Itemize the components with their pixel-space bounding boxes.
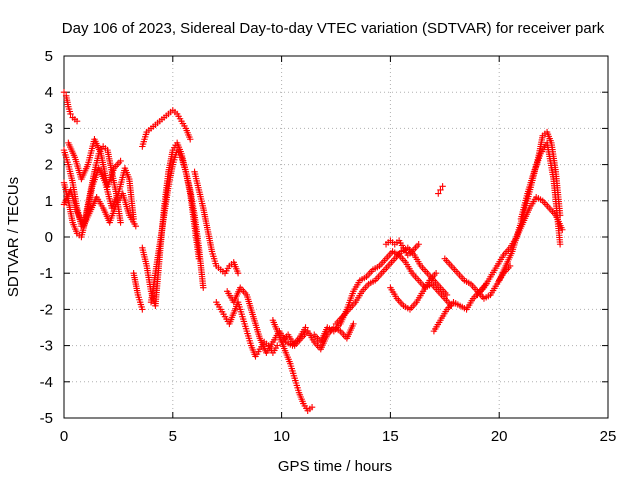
- chart-title: Day 106 of 2023, Sidereal Day-to-day VTE…: [62, 20, 605, 37]
- data-point-track-p: [443, 291, 451, 299]
- y-tick-label: 3: [45, 120, 53, 137]
- data-point-track-t: [439, 183, 446, 190]
- data-point-track-a: [73, 117, 81, 125]
- data-point-track-i: [200, 284, 207, 291]
- data-point-track-f: [139, 306, 146, 313]
- data-point-track-v: [559, 226, 566, 233]
- x-tick-label: 20: [491, 428, 508, 445]
- x-axis-label: GPS time / hours: [278, 458, 392, 475]
- y-tick-label: -3: [40, 338, 53, 355]
- y-tick-label: 1: [45, 193, 53, 210]
- data-point-track-d: [132, 222, 140, 230]
- data-point-track-e: [117, 157, 124, 165]
- y-tick-label: -4: [40, 374, 53, 391]
- data-point-track-m: [308, 403, 316, 411]
- x-tick-label: 0: [60, 428, 68, 445]
- data-point-track-t: [437, 186, 444, 194]
- data-point-track-a: [67, 110, 74, 118]
- y-tick-label: -1: [40, 265, 53, 282]
- grid: [64, 56, 608, 418]
- y-axis-label: SDTVAR / TECUs: [5, 177, 22, 297]
- data-point-track-x: [556, 241, 564, 248]
- data-point-track-j: [234, 270, 242, 277]
- y-tick-labels: -5 -4 -3 -2 -1 0 1 2 3 4 5: [40, 48, 53, 427]
- data-point-track-t: [435, 190, 442, 197]
- y-tick-label: -5: [40, 410, 53, 427]
- data-point-track-a: [60, 89, 68, 96]
- x-tick-label: 10: [273, 428, 290, 445]
- y-tick-label: 0: [45, 229, 53, 246]
- data-points: [60, 89, 566, 414]
- x-tick-label: 25: [600, 428, 617, 445]
- data-point-track-q: [432, 270, 440, 277]
- y-tick-label: -2: [40, 301, 53, 318]
- x-tick-label: 15: [382, 428, 399, 445]
- data-point-track-l: [302, 324, 309, 331]
- y-tick-label: 4: [45, 84, 53, 101]
- data-point-track-n: [350, 320, 357, 328]
- x-tick-labels: 0 5 10 15 20 25: [60, 428, 617, 445]
- data-point-track-r: [415, 241, 422, 248]
- y-tick-label: 5: [45, 48, 53, 65]
- y-tick-label: 2: [45, 157, 53, 174]
- x-tick-label: 5: [169, 428, 177, 445]
- data-point-track-g: [187, 136, 194, 143]
- data-point-track-k: [274, 342, 281, 349]
- data-point-track-b: [117, 219, 124, 226]
- axis-ticks: [63, 55, 609, 419]
